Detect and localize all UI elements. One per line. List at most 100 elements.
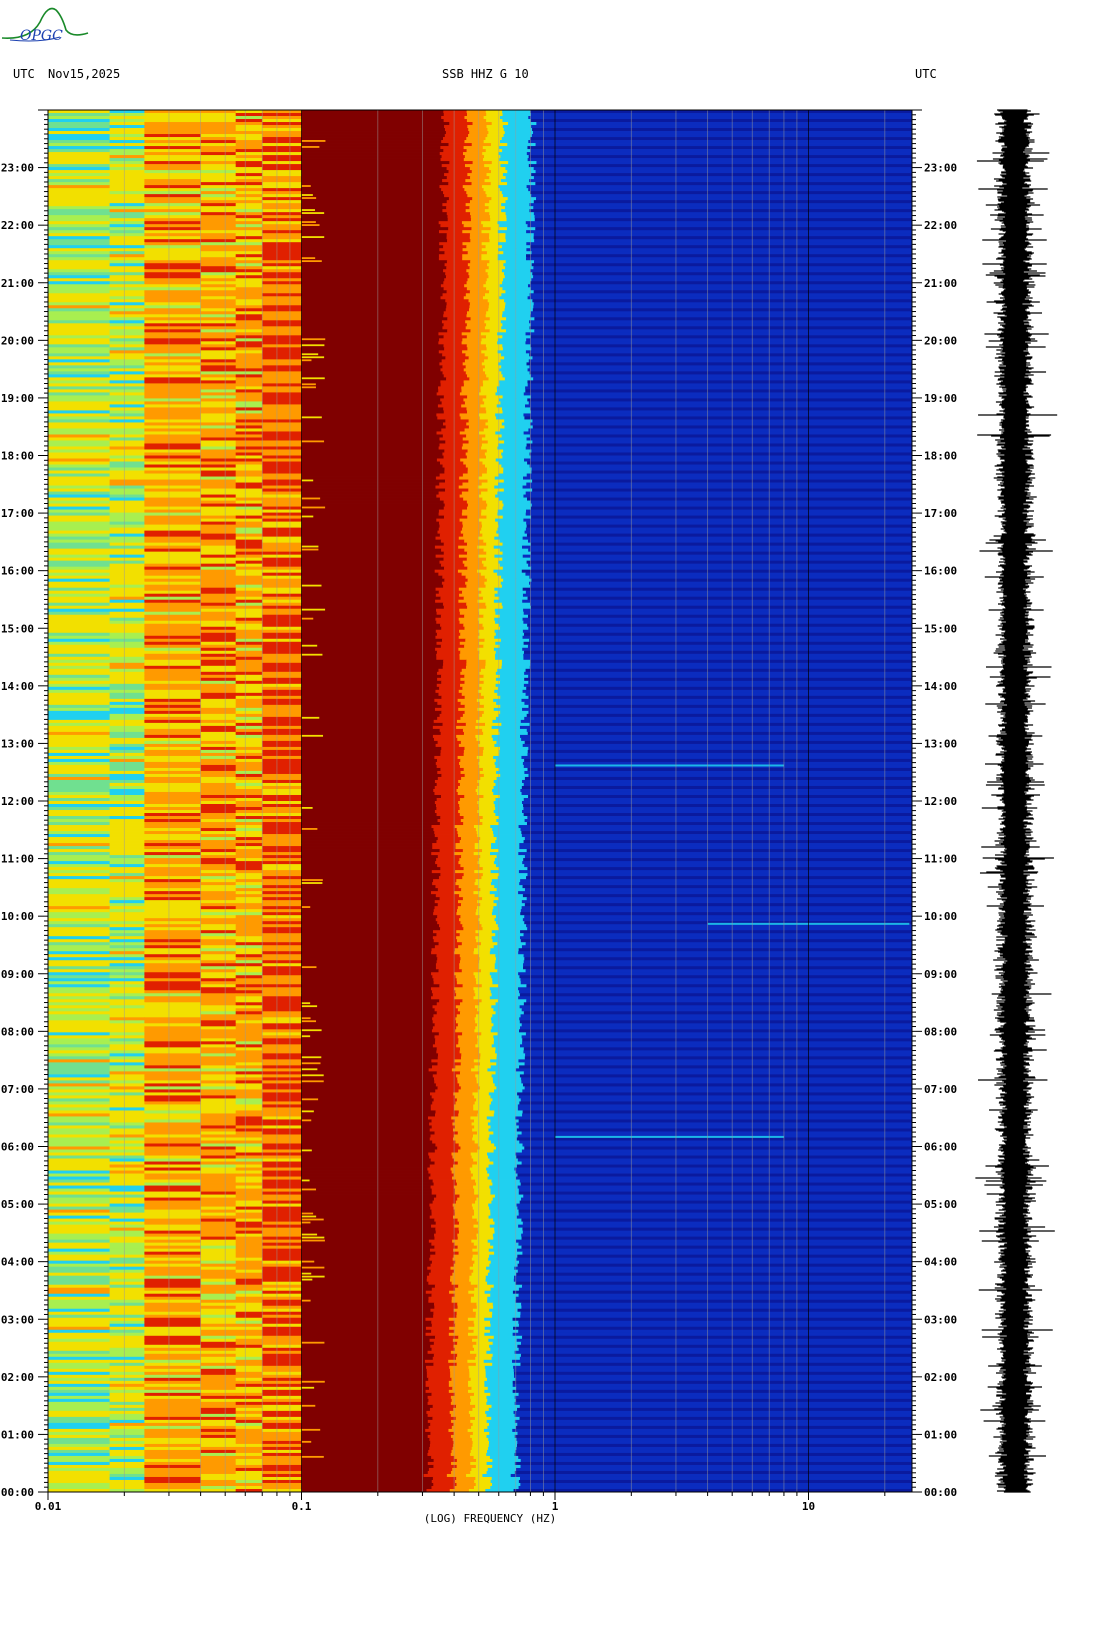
transition-cell bbox=[422, 761, 437, 766]
spectrogram-cell bbox=[109, 608, 145, 613]
streak bbox=[301, 359, 312, 362]
transition-cell bbox=[435, 629, 460, 634]
transition-cell bbox=[436, 807, 461, 811]
transition-cell bbox=[480, 776, 498, 781]
spectrogram-cell bbox=[109, 1215, 145, 1220]
transition-cell bbox=[453, 1158, 474, 1162]
spectrogram-cell bbox=[200, 1065, 237, 1069]
spectrogram-cell bbox=[144, 1098, 202, 1102]
transition-cell bbox=[435, 761, 460, 766]
transition-cell bbox=[459, 1083, 479, 1087]
spectrogram-cell bbox=[262, 1128, 302, 1132]
spectrogram-cell bbox=[200, 248, 237, 252]
transition-cell bbox=[422, 221, 440, 225]
transition-cell bbox=[494, 1083, 524, 1087]
transition-cell bbox=[490, 852, 519, 856]
spectrogram-cell bbox=[262, 734, 302, 739]
spectrogram-cell bbox=[48, 999, 111, 1003]
transition-cell bbox=[422, 972, 432, 976]
spectrogram-cell bbox=[48, 524, 111, 529]
spectrogram-cell bbox=[109, 1182, 145, 1186]
spectrogram-cell bbox=[235, 933, 263, 937]
spectrogram-cell bbox=[235, 951, 263, 955]
transition-cell bbox=[461, 942, 482, 946]
spectrogram-cell bbox=[262, 954, 302, 958]
transition-cell bbox=[489, 987, 519, 991]
transition-cell bbox=[457, 1161, 478, 1165]
spectrogram-cell bbox=[262, 927, 302, 931]
spectrogram-cell bbox=[48, 1062, 111, 1066]
spectrogram-cell bbox=[109, 515, 145, 519]
transition-cell bbox=[422, 993, 434, 997]
transition-cell bbox=[476, 755, 494, 760]
transition-cell bbox=[485, 314, 503, 318]
spectrogram-cell bbox=[144, 936, 202, 940]
spectrogram-cell bbox=[144, 395, 202, 399]
spectrogram-cell bbox=[144, 1062, 202, 1066]
transition-cell bbox=[422, 1107, 432, 1111]
transition-cell bbox=[440, 644, 465, 649]
transition-cell bbox=[460, 770, 481, 775]
microseism-band bbox=[301, 870, 423, 874]
spectrogram-cell bbox=[48, 200, 111, 204]
microseism-band bbox=[301, 936, 423, 940]
spectrogram-cell bbox=[262, 482, 302, 486]
spectrogram-cell bbox=[235, 719, 263, 724]
microseism-band bbox=[301, 707, 423, 712]
transition-cell bbox=[477, 861, 495, 865]
spectrogram-cell bbox=[48, 671, 111, 676]
spectrogram-cell bbox=[200, 473, 237, 477]
spectrogram-cell bbox=[109, 1131, 145, 1135]
transition-cell bbox=[422, 701, 438, 706]
noise-cell bbox=[533, 233, 912, 237]
transition-cell bbox=[422, 161, 450, 165]
transition-cell bbox=[435, 635, 460, 640]
noise-cell bbox=[521, 791, 912, 796]
spectrogram-cell bbox=[144, 698, 202, 703]
transition-cell bbox=[422, 897, 441, 901]
transition-cell bbox=[501, 269, 531, 273]
spectrogram-cell bbox=[109, 788, 145, 793]
spectrogram-cell bbox=[109, 140, 145, 144]
transition-cell bbox=[436, 431, 461, 435]
spectrogram-cell bbox=[48, 677, 111, 682]
transition-cell bbox=[480, 888, 498, 892]
spectrogram-cell bbox=[144, 503, 202, 507]
noise-cell bbox=[524, 677, 912, 682]
spectrogram-cell bbox=[48, 515, 111, 519]
transition-cell bbox=[481, 491, 498, 495]
transition-cell bbox=[457, 1245, 478, 1250]
transition-cell bbox=[460, 1146, 481, 1150]
microseism-band bbox=[301, 251, 423, 255]
microseism-band bbox=[301, 659, 423, 664]
streak bbox=[301, 1002, 311, 1005]
transition-cell bbox=[430, 891, 455, 895]
spectrogram-cell bbox=[200, 1206, 237, 1210]
transition-cell bbox=[433, 828, 458, 832]
spectrogram-cell bbox=[235, 870, 263, 874]
transition-cell bbox=[492, 1077, 522, 1081]
transition-cell bbox=[493, 861, 523, 865]
spectrogram-cell bbox=[48, 233, 111, 237]
transition-cell bbox=[422, 1071, 438, 1075]
transition-cell bbox=[470, 260, 490, 264]
transition-cell bbox=[482, 767, 500, 772]
spectrogram-cell bbox=[48, 143, 111, 147]
microseism-band bbox=[301, 566, 423, 571]
spectrogram-cell bbox=[144, 1008, 202, 1012]
transition-cell bbox=[467, 347, 488, 351]
noise-cell bbox=[531, 470, 912, 474]
transition-cell bbox=[437, 957, 461, 961]
spectrogram-cell bbox=[109, 852, 145, 856]
spectrogram-cell bbox=[109, 467, 145, 471]
spectrogram-cell bbox=[235, 972, 263, 976]
transition-cell bbox=[478, 413, 496, 417]
spectrogram-cell bbox=[235, 671, 263, 676]
spectrogram-cell bbox=[109, 1080, 145, 1084]
transition-cell bbox=[431, 996, 455, 1000]
spectrogram-cell bbox=[48, 825, 111, 829]
spectrogram-cell bbox=[235, 1188, 263, 1192]
microseism-band bbox=[301, 1023, 423, 1027]
spectrogram-cell bbox=[262, 164, 302, 168]
transition-cell bbox=[422, 861, 436, 865]
